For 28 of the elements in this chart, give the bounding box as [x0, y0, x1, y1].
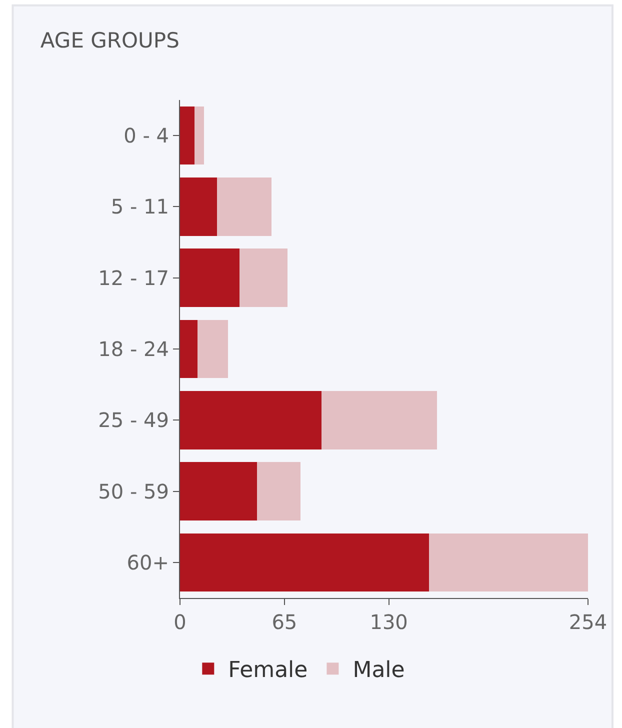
chart-title: AGE GROUPS — [40, 28, 180, 52]
x-tick-label: 0 — [174, 610, 186, 634]
x-tick-label: 254 — [568, 610, 608, 634]
bar — [180, 178, 217, 236]
bar — [180, 106, 194, 165]
bar — [180, 462, 258, 520]
y-tick-label: 25 - 49 — [98, 408, 169, 432]
y-tick-label: 12 - 17 — [98, 266, 169, 290]
y-tick-label: 18 - 24 — [98, 337, 169, 361]
bar — [257, 462, 300, 520]
bar — [180, 533, 429, 592]
y-tick-label: 5 - 11 — [110, 194, 169, 219]
legend-label: Female — [228, 658, 308, 684]
bar — [198, 320, 228, 378]
bar — [428, 533, 588, 592]
bar — [180, 390, 322, 450]
bar — [194, 106, 204, 165]
bar — [180, 320, 198, 378]
x-tick-label: 65 — [272, 610, 298, 634]
y-tick-label: 50 - 59 — [98, 479, 169, 504]
bar — [239, 248, 288, 308]
y-tick-label: 60+ — [126, 550, 169, 574]
legend-label: Male — [352, 658, 405, 684]
bar — [180, 248, 240, 308]
y-tick-label: 0 - 4 — [124, 124, 169, 148]
x-tick-label: 130 — [370, 610, 408, 634]
bar — [216, 178, 272, 236]
bar — [321, 390, 438, 450]
